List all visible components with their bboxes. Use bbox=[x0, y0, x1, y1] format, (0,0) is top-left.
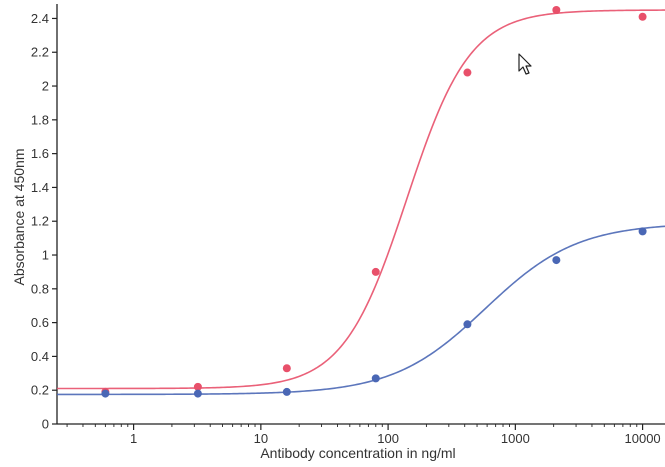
y-tick-label: 1 bbox=[42, 248, 49, 263]
axes: 0 0.2 0.4 0.6 0.8 1 1.2 1.4 1.6 1.8 2 2.2 2.4 1 10 100 1… bbox=[31, 4, 665, 446]
y-tick-label: 1.4 bbox=[31, 180, 49, 195]
data-point bbox=[552, 256, 561, 265]
data-point bbox=[552, 6, 561, 14]
data-point bbox=[282, 364, 291, 373]
y-axis-title: Absorbance at 450nm bbox=[11, 149, 27, 286]
data-point bbox=[463, 68, 472, 77]
y-tick-label: 0 bbox=[42, 417, 49, 432]
y-tick-label: 1.2 bbox=[31, 214, 49, 229]
data-point bbox=[371, 374, 380, 383]
y-tick-label: 1.6 bbox=[31, 146, 49, 161]
data-point bbox=[371, 267, 380, 276]
data-point bbox=[638, 12, 647, 21]
fitted-curve-2 bbox=[57, 225, 665, 396]
y-tick-label: 0.8 bbox=[31, 281, 49, 296]
x-tick-label: 1000 bbox=[501, 431, 530, 446]
data-point bbox=[638, 227, 647, 236]
x-tick-label: 10 bbox=[254, 431, 268, 446]
y-tick-label: 0.6 bbox=[31, 315, 49, 330]
y-tick-label: 1.8 bbox=[31, 112, 49, 127]
x-tick-label: 100 bbox=[377, 431, 399, 446]
y-tick-label: 0.2 bbox=[31, 383, 49, 398]
data-point bbox=[193, 382, 202, 391]
x-axis-title: Antibody concentration in ng/ml bbox=[260, 445, 455, 461]
data-point bbox=[463, 320, 472, 329]
fitted-curve-1 bbox=[57, 9, 665, 390]
y-tick-label: 2 bbox=[42, 79, 49, 94]
data-point bbox=[101, 389, 110, 398]
data-point bbox=[193, 389, 202, 398]
y-tick-label: 0.4 bbox=[31, 349, 49, 364]
y-tick-label: 2.4 bbox=[31, 11, 49, 26]
fitted-curves bbox=[57, 9, 665, 396]
data-point bbox=[282, 387, 291, 396]
x-tick-label: 1 bbox=[130, 431, 137, 446]
mouse-pointer-icon bbox=[518, 53, 532, 75]
y-tick-label: 2.2 bbox=[31, 45, 49, 60]
x-tick-label: 10000 bbox=[625, 431, 661, 446]
data-points bbox=[101, 6, 647, 398]
